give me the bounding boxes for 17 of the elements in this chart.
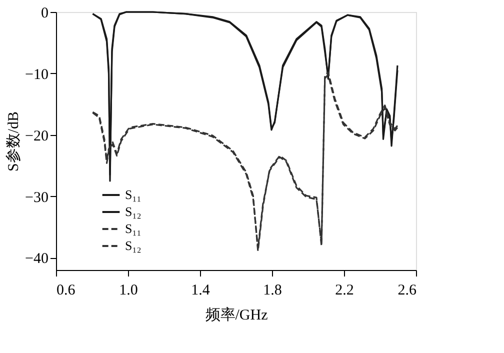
y-tick-label: −40 bbox=[25, 251, 48, 268]
x-tick-label: 1.8 bbox=[263, 282, 282, 298]
x-tick-label: 1.4 bbox=[191, 282, 210, 298]
x-tick-label: 2.6 bbox=[398, 282, 417, 298]
x-tick-label: 0.6 bbox=[56, 282, 76, 298]
x-tick-label: 2.2 bbox=[335, 282, 354, 298]
legend-label: S₁₁ bbox=[125, 221, 142, 236]
y-tick-label: 0 bbox=[41, 6, 48, 22]
legend-label: S₁₂ bbox=[125, 204, 142, 219]
y-tick-label: −20 bbox=[25, 128, 48, 144]
x-tick-label: 1.0 bbox=[119, 282, 138, 298]
legend-label: S₁₂ bbox=[125, 238, 142, 253]
x-axis-title: 频率/GHz bbox=[205, 306, 268, 324]
y-axis-title: S参数/dB bbox=[5, 111, 22, 172]
y-tick-label: −30 bbox=[25, 190, 48, 206]
legend-label: S₁₁ bbox=[125, 187, 142, 202]
y-tick-label: −10 bbox=[25, 66, 48, 83]
